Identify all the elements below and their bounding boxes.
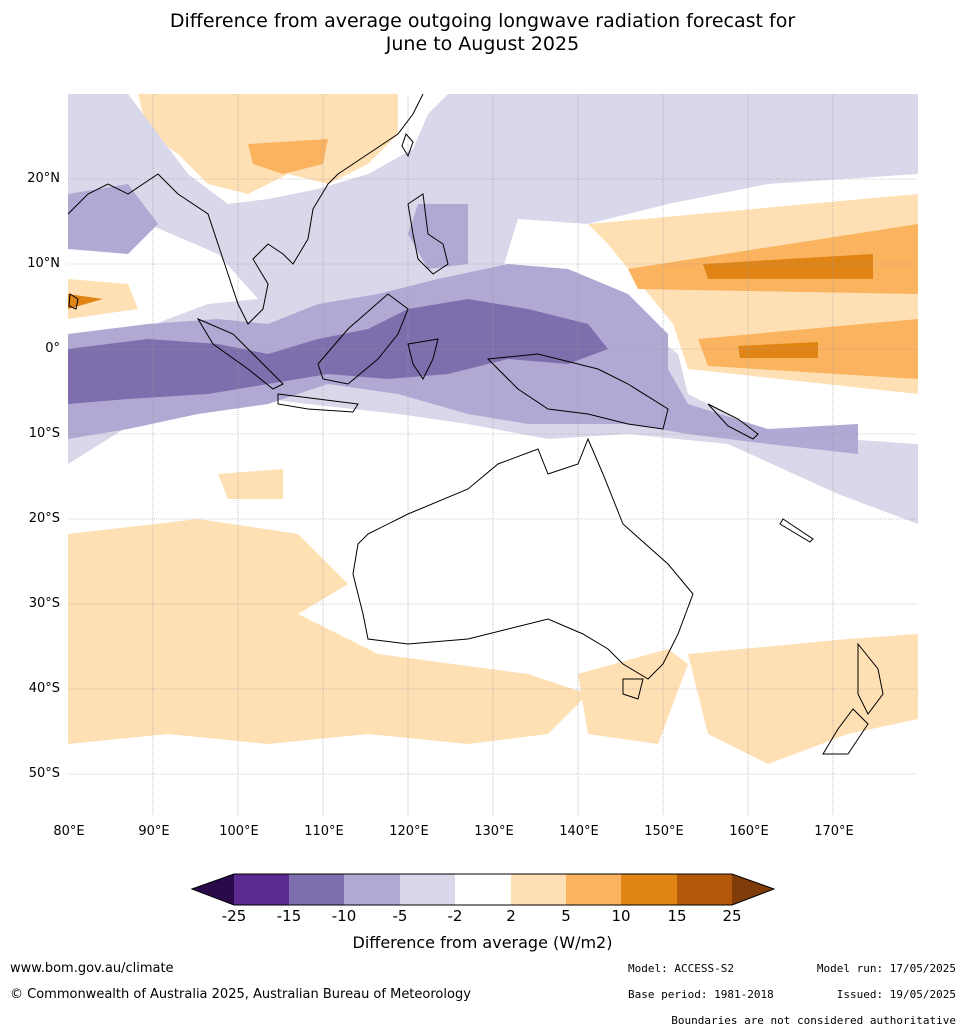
philippines-coastline bbox=[407, 193, 449, 275]
issued-text: Issued: 19/05/2025 bbox=[836, 988, 956, 1001]
colorbar-swatch-9 bbox=[677, 874, 732, 905]
model-text: Model: ACCESS-S2 bbox=[628, 962, 734, 975]
lon-label-160e: 160°E bbox=[729, 824, 769, 839]
borneo-coastline bbox=[317, 293, 409, 385]
colorbar-swatch-1 bbox=[234, 874, 289, 905]
north-pacific-lightest-purple bbox=[448, 114, 918, 204]
colorbar-tick-8: 10 bbox=[611, 907, 631, 925]
solomon-islands-coastline bbox=[707, 403, 759, 440]
colorbar-tick-10: 25 bbox=[722, 907, 742, 925]
map-svg bbox=[68, 94, 918, 816]
colorbar-swatch-8 bbox=[621, 874, 677, 905]
indian-ocean-patch-orange bbox=[218, 469, 283, 499]
base-period-text: Base period: 1981-2018 bbox=[628, 988, 774, 1001]
title-line-2: June to August 2025 bbox=[385, 33, 580, 55]
colorbar-swatch-7 bbox=[566, 874, 621, 905]
south-china-mid-orange bbox=[248, 139, 328, 174]
lon-label-140e: 140°E bbox=[559, 824, 599, 839]
lat-label-50s: 50°S bbox=[28, 766, 60, 781]
boundaries-disclaimer: Boundaries are not considered authoritat… bbox=[671, 1014, 956, 1027]
new-zealand-north-coastline bbox=[857, 642, 884, 715]
new-guinea-coastline bbox=[486, 353, 669, 430]
tasmania-coastline bbox=[622, 678, 644, 700]
lon-label-170e: 170°E bbox=[814, 824, 854, 839]
colorbar-swatch-4 bbox=[400, 874, 455, 905]
sulawesi-coastline bbox=[407, 338, 439, 380]
lat-label-20s: 20°S bbox=[28, 511, 60, 526]
sumatra-coastline bbox=[196, 317, 284, 390]
colorbar-tick-4: -5 bbox=[392, 907, 408, 925]
north-pacific-deep-orange-1 bbox=[703, 254, 873, 279]
coastlines bbox=[68, 94, 884, 755]
colorbar bbox=[190, 872, 776, 908]
colorbar-tick-7: 5 bbox=[561, 907, 571, 925]
lon-label-150e: 150°E bbox=[644, 824, 684, 839]
lon-label-100e: 100°E bbox=[219, 824, 259, 839]
colorbar-tick-9: 15 bbox=[667, 907, 687, 925]
australia-coastline bbox=[352, 437, 694, 680]
lon-label-80e: 80°E bbox=[53, 824, 85, 839]
new-zealand-south-coastline bbox=[822, 708, 869, 755]
asia-mainland-coastline bbox=[68, 94, 424, 325]
southern-ocean-east-light-orange bbox=[578, 649, 688, 744]
positive-anomaly-regions bbox=[68, 94, 918, 764]
title-line-1: Difference from average outgoing longwav… bbox=[169, 10, 796, 32]
lat-label-40s: 40°S bbox=[28, 681, 60, 696]
map-title: Difference from average outgoing longwav… bbox=[0, 10, 965, 56]
lon-label-130e: 130°E bbox=[474, 824, 514, 839]
java-coastline bbox=[277, 393, 359, 413]
tasman-light-orange bbox=[688, 634, 918, 764]
lat-label-0: 0° bbox=[45, 341, 60, 356]
colorbar-min-extension bbox=[192, 874, 234, 905]
north-pacific-deep-orange-2 bbox=[738, 342, 818, 358]
colorbar-tick-1: -25 bbox=[221, 907, 247, 925]
lat-label-20n: 20°N bbox=[27, 171, 60, 186]
colorbar-max-extension bbox=[732, 874, 774, 905]
colorbar-outline bbox=[190, 873, 776, 906]
southern-ocean-west-light-orange bbox=[68, 519, 588, 744]
colorbar-svg bbox=[190, 873, 776, 906]
lat-label-10n: 10°N bbox=[27, 256, 60, 271]
philippine-light-purple bbox=[408, 204, 468, 269]
colorbar-swatch-2 bbox=[289, 874, 344, 905]
new-caledonia-coastline bbox=[779, 518, 814, 543]
lon-label-110e: 110°E bbox=[304, 824, 344, 839]
graticule bbox=[68, 94, 918, 816]
olr-anomaly-map bbox=[68, 94, 918, 816]
colorbar-swatch-3 bbox=[344, 874, 400, 905]
colorbar-swatch-6 bbox=[511, 874, 566, 905]
model-run-text: Model run: 17/05/2025 bbox=[816, 962, 956, 975]
colorbar-swatch-5 bbox=[455, 874, 511, 905]
website-link[interactable]: www.bom.gov.au/climate bbox=[10, 961, 174, 976]
colorbar-tick-5: -2 bbox=[447, 907, 463, 925]
colorbar-tick-3: -10 bbox=[331, 907, 357, 925]
lon-label-90e: 90°E bbox=[138, 824, 170, 839]
colorbar-label: Difference from average (W/m2) bbox=[352, 933, 613, 952]
lon-label-120e: 120°E bbox=[389, 824, 429, 839]
warm-pool-mid-purple bbox=[68, 299, 608, 404]
lat-label-10s: 10°S bbox=[28, 426, 60, 441]
lat-label-30s: 30°S bbox=[28, 596, 60, 611]
bay-of-bengal-light-purple bbox=[68, 184, 158, 254]
colorbar-tick-6: 2 bbox=[506, 907, 516, 925]
copyright-text: © Commonwealth of Australia 2025, Austra… bbox=[10, 987, 471, 1002]
sri-lanka-coastline bbox=[68, 293, 79, 310]
colorbar-tick-2: -15 bbox=[276, 907, 302, 925]
taiwan-coastline bbox=[401, 133, 414, 158]
